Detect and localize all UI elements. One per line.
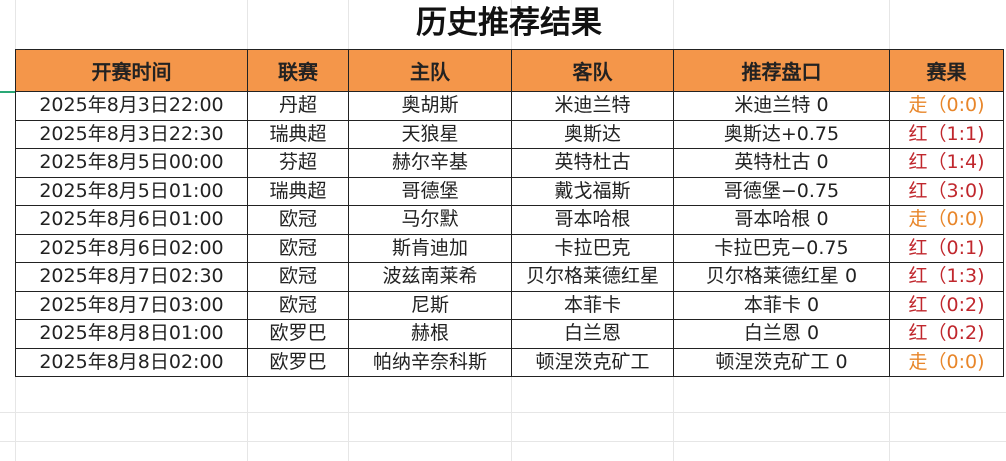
cell-away[interactable]: 白兰恩 xyxy=(511,319,674,349)
cell-result[interactable]: 红（0:2) xyxy=(889,319,1004,349)
header-cell-result[interactable]: 赛果 xyxy=(889,49,1004,92)
cell-result[interactable]: 走（0:0) xyxy=(889,205,1004,235)
header-row: 开赛时间 联赛 主队 客队 推荐盘口 赛果 xyxy=(15,49,1004,92)
cell-pick[interactable]: 奥斯达+0.75 xyxy=(673,119,890,149)
cell-home[interactable]: 帕纳辛奈科斯 xyxy=(348,347,512,377)
table-row: 2025年8月5日00:00 芬超 赫尔辛基 英特杜古 英特杜古 0 红（1:4) xyxy=(15,148,1004,178)
cell-result[interactable]: 红（1:4) xyxy=(889,148,1004,178)
cell-home[interactable]: 奥胡斯 xyxy=(348,91,512,121)
table-row: 2025年8月8日02:00 欧罗巴 帕纳辛奈科斯 顿涅茨克矿工 顿涅茨克矿工 0 走（0… xyxy=(15,347,1004,377)
cell-result[interactable]: 红（1:1) xyxy=(889,119,1004,149)
cell-pick[interactable]: 哥德堡−0.75 xyxy=(673,176,890,206)
cell-home[interactable]: 赫尔辛基 xyxy=(348,148,512,178)
cell-home[interactable]: 赫根 xyxy=(348,319,512,349)
cell-away[interactable]: 本菲卡 xyxy=(511,290,674,320)
cell-away[interactable]: 哥本哈根 xyxy=(511,205,674,235)
header-cell-away[interactable]: 客队 xyxy=(511,49,674,92)
cell-result[interactable]: 红（1:3) xyxy=(889,262,1004,292)
grid-line xyxy=(0,412,1006,413)
cell-time[interactable]: 2025年8月3日22:30 xyxy=(15,119,248,149)
cell-league[interactable]: 瑞典超 xyxy=(247,176,349,206)
cell-pick[interactable]: 白兰恩 0 xyxy=(673,319,890,349)
cell-league[interactable]: 瑞典超 xyxy=(247,119,349,149)
cell-time[interactable]: 2025年8月6日02:00 xyxy=(15,233,248,263)
cell-pick[interactable]: 卡拉巴克−0.75 xyxy=(673,233,890,263)
cell-league[interactable]: 欧冠 xyxy=(247,290,349,320)
grid-line xyxy=(0,441,1006,442)
cell-time[interactable]: 2025年8月8日02:00 xyxy=(15,347,248,377)
cell-away[interactable]: 奥斯达 xyxy=(511,119,674,149)
cell-result[interactable]: 红（0:1) xyxy=(889,233,1004,263)
cell-time[interactable]: 2025年8月7日03:00 xyxy=(15,290,248,320)
table-row: 2025年8月7日02:30 欧冠 波兹南莱希 贝尔格莱德红星 贝尔格莱德红星 0 红（1… xyxy=(15,262,1004,292)
cell-league[interactable]: 欧罗巴 xyxy=(247,347,349,377)
cell-pick[interactable]: 英特杜古 0 xyxy=(673,148,890,178)
cell-home[interactable]: 波兹南莱希 xyxy=(348,262,512,292)
cell-time[interactable]: 2025年8月5日00:00 xyxy=(15,148,248,178)
cell-home[interactable]: 马尔默 xyxy=(348,205,512,235)
cell-time[interactable]: 2025年8月7日02:30 xyxy=(15,262,248,292)
cell-league[interactable]: 欧冠 xyxy=(247,262,349,292)
header-cell-home[interactable]: 主队 xyxy=(348,49,512,92)
table-row: 2025年8月3日22:00 丹超 奥胡斯 米迪兰特 米迪兰特 0 走（0:0) xyxy=(15,91,1004,121)
sheet-title[interactable]: 历史推荐结果 xyxy=(416,5,602,41)
cell-home[interactable]: 哥德堡 xyxy=(348,176,512,206)
cell-pick[interactable]: 本菲卡 0 xyxy=(673,290,890,320)
cell-time[interactable]: 2025年8月5日01:00 xyxy=(15,176,248,206)
cell-result[interactable]: 红（0:2) xyxy=(889,290,1004,320)
table-row: 2025年8月6日01:00 欧冠 马尔默 哥本哈根 哥本哈根 0 走（0:0) xyxy=(15,205,1004,235)
cell-home[interactable]: 尼斯 xyxy=(348,290,512,320)
cell-league[interactable]: 欧冠 xyxy=(247,205,349,235)
cell-away[interactable]: 贝尔格莱德红星 xyxy=(511,262,674,292)
table-row: 2025年8月8日01:00 欧罗巴 赫根 白兰恩 白兰恩 0 红（0:2) xyxy=(15,319,1004,349)
cell-pick[interactable]: 米迪兰特 0 xyxy=(673,91,890,121)
cell-pick[interactable]: 哥本哈根 0 xyxy=(673,205,890,235)
table-row: 2025年8月6日02:00 欧冠 斯肯迪加 卡拉巴克 卡拉巴克−0.75 红（0:1) xyxy=(15,233,1004,263)
header-cell-pick[interactable]: 推荐盘口 xyxy=(673,49,890,92)
results-table: 开赛时间 联赛 主队 客队 推荐盘口 赛果 2025年8月3日22:00 丹超 奥胡… xyxy=(15,49,1004,377)
cell-result[interactable]: 走（0:0) xyxy=(889,347,1004,377)
cell-league[interactable]: 丹超 xyxy=(247,91,349,121)
table-row: 2025年8月7日03:00 欧冠 尼斯 本菲卡 本菲卡 0 红（0:2) xyxy=(15,290,1004,320)
cell-away[interactable]: 戴戈福斯 xyxy=(511,176,674,206)
cell-away[interactable]: 英特杜古 xyxy=(511,148,674,178)
header-cell-time[interactable]: 开赛时间 xyxy=(15,49,248,92)
cell-result[interactable]: 红（3:0) xyxy=(889,176,1004,206)
cell-league[interactable]: 芬超 xyxy=(247,148,349,178)
cell-pick[interactable]: 顿涅茨克矿工 0 xyxy=(673,347,890,377)
cell-result[interactable]: 走（0:0) xyxy=(889,91,1004,121)
header-cell-league[interactable]: 联赛 xyxy=(247,49,349,92)
cell-league[interactable]: 欧冠 xyxy=(247,233,349,263)
cell-pick[interactable]: 贝尔格莱德红星 0 xyxy=(673,262,890,292)
cell-away[interactable]: 卡拉巴克 xyxy=(511,233,674,263)
cell-home[interactable]: 天狼星 xyxy=(348,119,512,149)
table-row: 2025年8月5日01:00 瑞典超 哥德堡 戴戈福斯 哥德堡−0.75 红（3:0) xyxy=(15,176,1004,206)
cell-away[interactable]: 顿涅茨克矿工 xyxy=(511,347,674,377)
cell-time[interactable]: 2025年8月8日01:00 xyxy=(15,319,248,349)
cell-time[interactable]: 2025年8月6日01:00 xyxy=(15,205,248,235)
active-row-marker xyxy=(0,91,15,93)
cell-league[interactable]: 欧罗巴 xyxy=(247,319,349,349)
cell-time[interactable]: 2025年8月3日22:00 xyxy=(15,91,248,121)
cell-away[interactable]: 米迪兰特 xyxy=(511,91,674,121)
cell-home[interactable]: 斯肯迪加 xyxy=(348,233,512,263)
table-row: 2025年8月3日22:30 瑞典超 天狼星 奥斯达 奥斯达+0.75 红（1:1) xyxy=(15,119,1004,149)
